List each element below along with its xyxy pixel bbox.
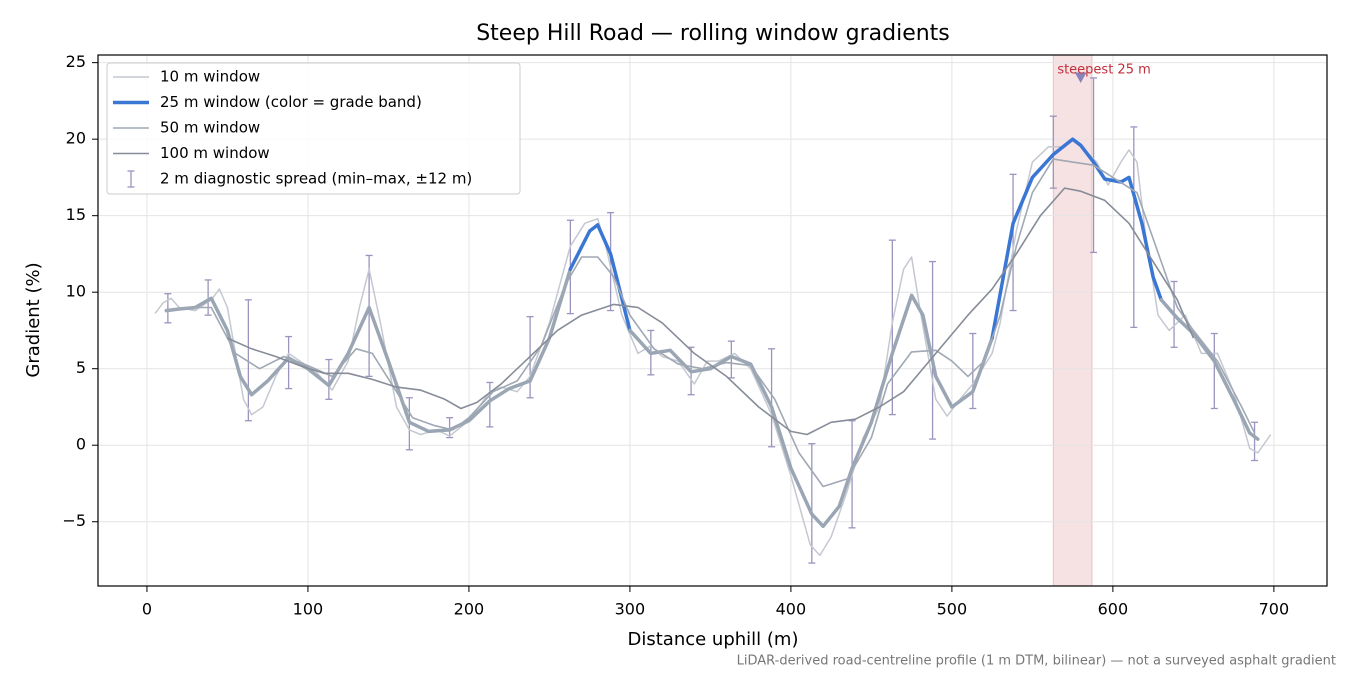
x-tick-label: 100 (293, 600, 324, 619)
x-tick-label: 300 (615, 600, 646, 619)
error-bar (204, 279, 212, 316)
x-tick-label: 200 (454, 600, 485, 619)
legend-label: 10 m window (160, 68, 260, 86)
annotation: steepest 25 m (1057, 62, 1150, 77)
error-bar (365, 254, 373, 378)
legend-box (106, 62, 521, 195)
error-bar (1130, 126, 1138, 329)
series-line (628, 293, 994, 529)
error-bar (607, 211, 615, 312)
y-axis-label: Gradient (%) (23, 262, 44, 377)
error-bar (164, 293, 172, 324)
x-tick-label: 0 (142, 600, 152, 619)
y-tick-label: 10 (66, 282, 86, 301)
x-axis-label: Distance uphill (m) (628, 629, 799, 650)
series-line (227, 187, 1195, 436)
legend-label: 100 m window (160, 144, 270, 162)
error-bar (446, 417, 454, 439)
x-tick-label: 600 (1098, 600, 1129, 619)
error-bar (244, 299, 252, 422)
footnote: LiDAR-derived road-centreline profile (1… (737, 654, 1336, 669)
error-bar (285, 335, 293, 390)
x-tick-label: 500 (937, 600, 968, 619)
error-bar (1251, 421, 1259, 462)
error-bar (1210, 332, 1218, 410)
plot-frame (97, 54, 1328, 587)
x-tick-label: 400 (776, 600, 807, 619)
y-tick-label: −5 (62, 511, 86, 530)
error-bar (808, 443, 816, 564)
y-tick-label: 5 (76, 358, 86, 377)
highlight-span (1052, 54, 1093, 587)
legend-label: 25 m window (color = grade band) (160, 93, 422, 111)
series-line (154, 138, 1272, 557)
y-tick-label: 25 (66, 52, 86, 71)
legend-label: 50 m window (160, 119, 260, 137)
y-tick-label: 20 (66, 129, 86, 148)
x-tick-label: 700 (1259, 600, 1290, 619)
legend-label: 2 m diagnostic spread (min–max, ±12 m) (160, 170, 472, 188)
series-line (164, 267, 573, 434)
error-bar (486, 381, 494, 428)
y-tick-label: 15 (66, 205, 86, 224)
error-bar (325, 358, 333, 400)
chart-title: Steep Hill Road — rolling window gradien… (476, 21, 950, 46)
series-line (166, 158, 1256, 488)
error-bar (768, 348, 776, 448)
series-line (568, 223, 632, 333)
error-bar (1009, 173, 1017, 312)
error-bar (1049, 115, 1057, 189)
y-tick-label: 0 (76, 435, 86, 454)
peak-marker (1074, 72, 1087, 83)
series-line (1159, 298, 1260, 441)
series-line (990, 137, 1163, 340)
